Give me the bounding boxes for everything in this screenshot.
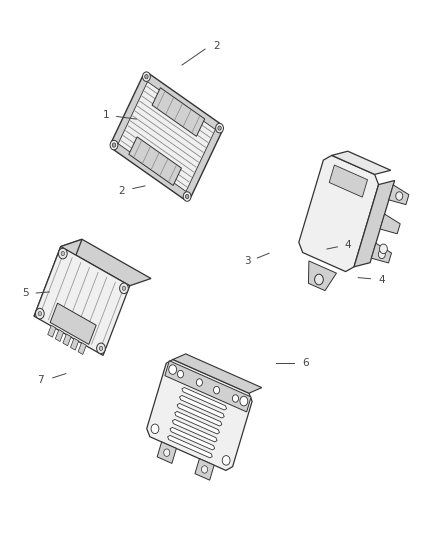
Text: 1: 1 (102, 110, 109, 120)
Circle shape (151, 424, 159, 434)
Polygon shape (380, 214, 400, 234)
Polygon shape (180, 395, 224, 418)
Polygon shape (308, 261, 336, 290)
Circle shape (99, 346, 103, 351)
Text: 5: 5 (22, 288, 28, 298)
Circle shape (396, 192, 403, 200)
Text: 4: 4 (344, 240, 351, 251)
Polygon shape (299, 156, 378, 272)
Polygon shape (118, 82, 215, 191)
Circle shape (59, 248, 67, 259)
Circle shape (314, 274, 323, 285)
Text: 3: 3 (244, 256, 251, 266)
Polygon shape (175, 411, 219, 434)
Circle shape (196, 379, 202, 386)
Circle shape (61, 252, 64, 256)
Circle shape (145, 75, 148, 79)
Polygon shape (177, 403, 222, 426)
Circle shape (185, 195, 189, 199)
Polygon shape (129, 137, 181, 185)
Polygon shape (182, 387, 226, 410)
Circle shape (35, 308, 44, 319)
Circle shape (215, 123, 223, 133)
Polygon shape (389, 185, 409, 205)
Polygon shape (329, 165, 367, 197)
Polygon shape (173, 419, 217, 442)
Circle shape (218, 126, 221, 130)
Circle shape (142, 72, 150, 82)
Polygon shape (152, 88, 205, 136)
Polygon shape (48, 325, 56, 337)
Text: 6: 6 (303, 358, 309, 368)
Polygon shape (78, 343, 86, 354)
Text: 4: 4 (379, 274, 385, 285)
Text: 2: 2 (213, 42, 220, 52)
Circle shape (169, 365, 177, 374)
Polygon shape (332, 151, 391, 174)
Circle shape (233, 395, 239, 402)
Polygon shape (55, 330, 64, 342)
Circle shape (380, 244, 387, 254)
Circle shape (183, 192, 191, 201)
Polygon shape (147, 359, 252, 471)
Circle shape (201, 466, 208, 473)
Polygon shape (173, 354, 262, 393)
Circle shape (378, 250, 385, 259)
Circle shape (122, 286, 126, 290)
Circle shape (120, 283, 128, 294)
Polygon shape (112, 74, 222, 199)
Polygon shape (371, 243, 392, 263)
Polygon shape (165, 361, 251, 412)
Polygon shape (34, 239, 82, 316)
Circle shape (240, 397, 248, 406)
Polygon shape (354, 181, 395, 267)
Text: 7: 7 (37, 375, 44, 385)
Polygon shape (71, 338, 79, 350)
Polygon shape (195, 459, 214, 480)
Polygon shape (50, 303, 96, 344)
Circle shape (38, 311, 42, 316)
Circle shape (110, 140, 118, 150)
Circle shape (112, 143, 116, 147)
Circle shape (222, 456, 230, 465)
Circle shape (213, 386, 219, 394)
Circle shape (164, 449, 170, 456)
Polygon shape (168, 435, 212, 458)
Polygon shape (61, 239, 151, 286)
Polygon shape (170, 427, 215, 450)
Circle shape (177, 370, 184, 378)
Circle shape (97, 343, 105, 354)
Polygon shape (63, 334, 71, 346)
Text: 2: 2 (118, 185, 124, 196)
Polygon shape (34, 247, 130, 356)
Polygon shape (157, 442, 177, 463)
